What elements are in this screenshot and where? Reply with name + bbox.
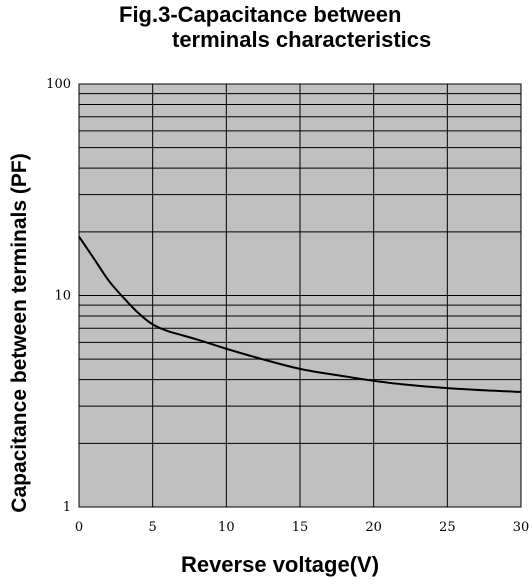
x-tick-label: 5 [149,520,157,535]
x-tick-label: 25 [439,520,456,535]
grid-lines [79,84,521,507]
chart-title-line-2: terminals characteristics [172,27,432,52]
y-tick-label: 10 [54,289,71,304]
y-tick-label: 1 [63,500,71,515]
tick-labels: 0 5 10 15 20 25 30 1 10 100 [46,77,529,535]
x-tick-label: 10 [218,520,235,535]
y-tick-label: 100 [46,77,71,92]
x-axis-label: Reverse voltage(V) [180,552,380,577]
x-tick-label: 30 [513,520,530,535]
chart-title-line-1: Fig.3-Capacitance between [119,2,402,27]
series-line [78,235,522,393]
x-tick-label: 0 [75,520,83,535]
x-tick-label: 15 [292,520,309,535]
series-layer [78,235,522,393]
x-tick-label: 20 [365,520,382,535]
